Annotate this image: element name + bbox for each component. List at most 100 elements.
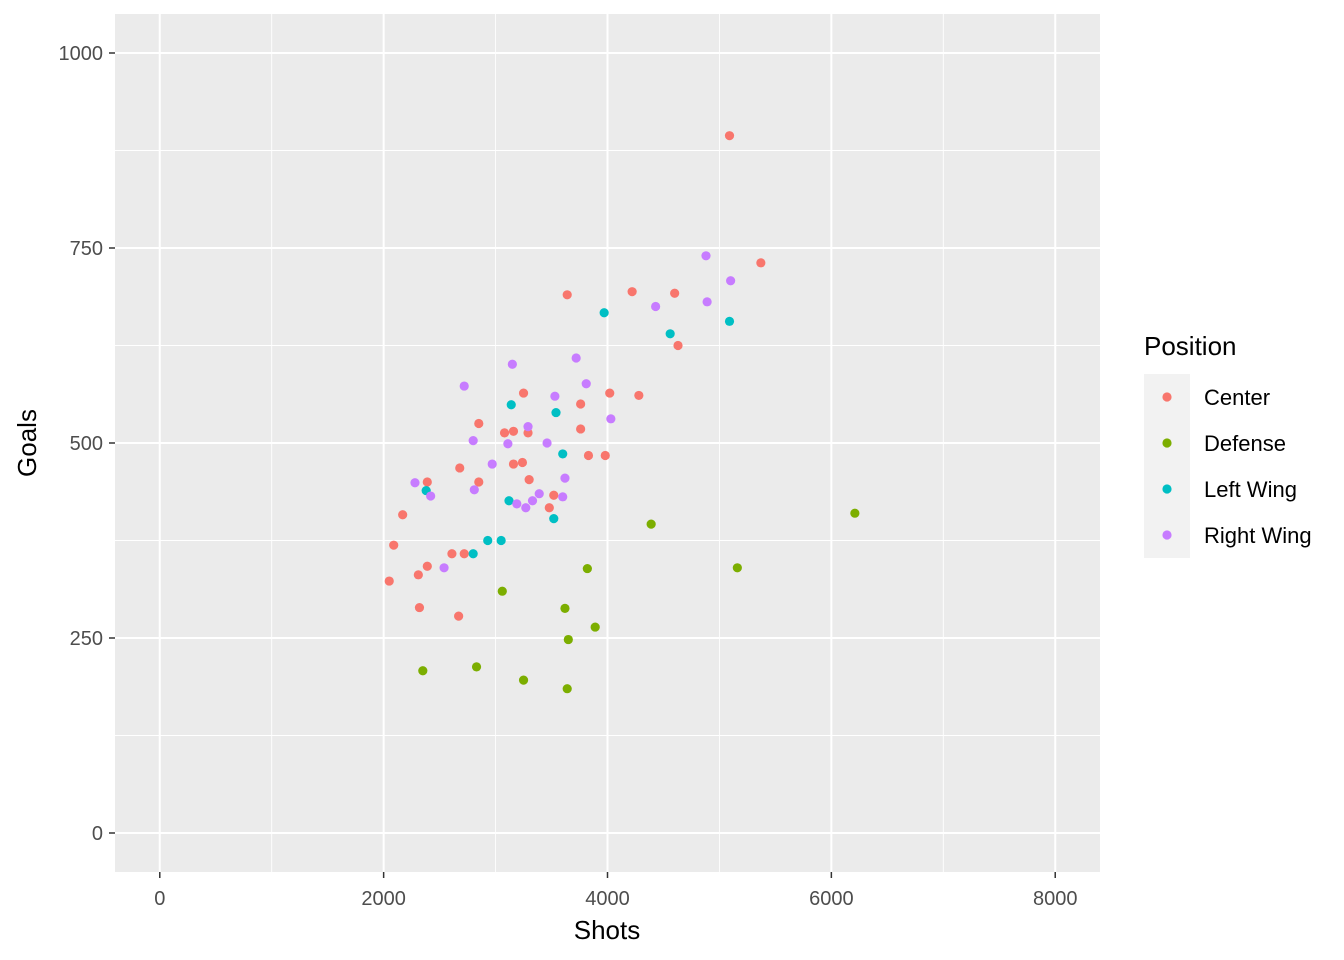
legend-label-center: Center [1204, 385, 1270, 410]
point-center [459, 549, 469, 559]
point-right-wing [581, 379, 591, 389]
legend-key-center [1162, 392, 1172, 402]
point-center [600, 450, 610, 461]
point-defense [582, 563, 592, 574]
point-right-wing [410, 478, 420, 488]
y-tick-label: 750 [70, 238, 103, 260]
x-tick-label: 2000 [361, 888, 406, 910]
point-right-wing [550, 391, 560, 401]
point-center [414, 602, 425, 613]
legend: Position Center Defense Left Wing Right Win… [1144, 331, 1312, 558]
point-center [508, 459, 519, 469]
point-right-wing [701, 251, 711, 261]
legend-key-right-wing [1162, 530, 1172, 540]
point-right-wing [527, 496, 538, 506]
point-right-wing [439, 563, 449, 573]
point-defense [732, 563, 742, 573]
point-defense [418, 666, 428, 676]
point-defense [563, 634, 573, 645]
point-right-wing [560, 473, 570, 483]
point-center [724, 131, 735, 141]
point-right-wing [651, 301, 661, 312]
point-center [627, 287, 637, 297]
x-axis-title: Shots [574, 915, 641, 945]
point-defense [471, 662, 482, 672]
point-right-wing [726, 276, 736, 286]
point-center [583, 450, 594, 461]
point-center [673, 340, 683, 351]
x-axis-ticks: 0 2000 4000 6000 8000 [154, 872, 1077, 910]
point-right-wing [487, 459, 497, 469]
y-axis-title: Goals [12, 409, 42, 477]
point-center [474, 477, 484, 487]
x-tick-label: 0 [154, 888, 165, 910]
point-right-wing [469, 485, 479, 495]
y-axis-ticks: 0 250 500 750 1000 [59, 43, 115, 845]
point-right-wing [512, 499, 522, 509]
point-center [447, 549, 457, 559]
y-tick-label: 500 [70, 433, 103, 455]
point-center [508, 426, 519, 436]
point-center [517, 457, 528, 468]
point-defense [562, 684, 572, 694]
point-center [634, 390, 644, 401]
legend-label-left-wing: Left Wing [1204, 477, 1297, 502]
y-tick-label: 0 [92, 823, 103, 845]
y-tick-label: 1000 [59, 43, 104, 65]
point-right-wing [571, 353, 581, 363]
point-center [389, 540, 399, 550]
point-defense [518, 675, 529, 685]
point-right-wing [459, 381, 469, 391]
point-center [549, 490, 559, 500]
point-center [398, 510, 408, 520]
point-center [422, 477, 432, 487]
point-center [576, 424, 586, 434]
point-left-wing [483, 535, 493, 546]
legend-key-left-wing [1162, 484, 1172, 494]
point-right-wing [542, 438, 552, 448]
point-right-wing [468, 436, 478, 446]
point-defense [646, 519, 656, 529]
point-right-wing [426, 491, 436, 501]
point-center [413, 570, 423, 580]
x-tick-label: 8000 [1033, 888, 1078, 910]
point-right-wing [503, 439, 513, 449]
point-center [455, 463, 465, 473]
point-left-wing [549, 514, 559, 524]
point-right-wing [558, 492, 568, 502]
legend-title: Position [1144, 331, 1237, 361]
point-center [562, 290, 572, 300]
legend-items: Center Defense Left Wing Right Wing [1162, 385, 1312, 548]
point-right-wing [507, 359, 517, 369]
point-left-wing [468, 549, 478, 559]
point-left-wing [551, 407, 561, 418]
point-center [499, 428, 510, 438]
point-center [454, 611, 464, 621]
point-defense [560, 603, 570, 613]
point-right-wing [606, 414, 616, 424]
point-right-wing [523, 422, 533, 432]
legend-key-defense [1162, 438, 1172, 448]
point-center [384, 576, 394, 586]
data-points [384, 131, 860, 694]
legend-label-right-wing: Right Wing [1204, 523, 1312, 548]
point-center [544, 503, 554, 513]
x-tick-label: 4000 [585, 888, 630, 910]
point-defense [497, 586, 507, 596]
point-defense [590, 622, 600, 632]
point-center [670, 288, 680, 298]
point-right-wing [534, 489, 544, 499]
point-center [474, 418, 484, 429]
point-left-wing [504, 496, 514, 506]
x-tick-label: 6000 [809, 888, 854, 910]
point-center [422, 561, 432, 571]
point-left-wing [665, 329, 675, 339]
point-right-wing [521, 503, 531, 513]
point-left-wing [724, 316, 735, 326]
point-defense [850, 508, 860, 518]
point-left-wing [506, 400, 516, 410]
point-center [756, 258, 766, 268]
point-left-wing [558, 449, 568, 459]
legend-key-background [1144, 374, 1190, 558]
